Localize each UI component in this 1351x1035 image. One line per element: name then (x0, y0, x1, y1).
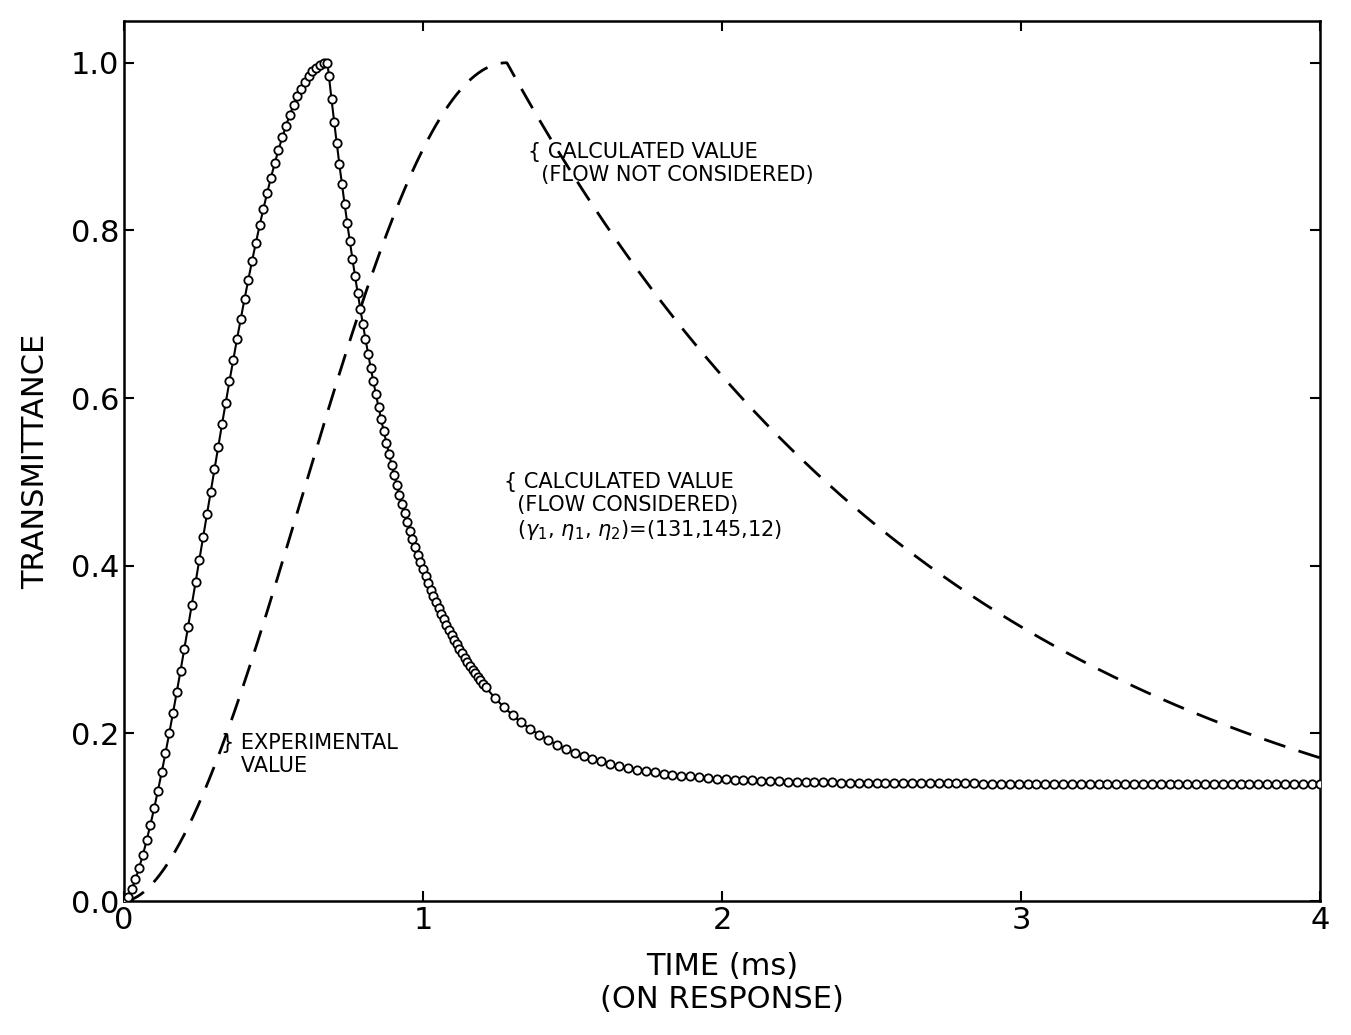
Y-axis label: TRANSMITTANCE: TRANSMITTANCE (20, 333, 50, 589)
Text: { CALCULATED VALUE
  (FLOW NOT CONSIDERED): { CALCULATED VALUE (FLOW NOT CONSIDERED) (528, 142, 813, 185)
Text: { CALCULATED VALUE
  (FLOW CONSIDERED)
  ($\gamma_1$, $\eta_1$, $\eta_2$)=(131,1: { CALCULATED VALUE (FLOW CONSIDERED) ($\… (504, 472, 782, 542)
X-axis label: TIME (ms)
(ON RESPONSE): TIME (ms) (ON RESPONSE) (600, 951, 844, 1014)
Text: } EXPERIMENTAL
   VALUE: } EXPERIMENTAL VALUE (222, 733, 399, 776)
